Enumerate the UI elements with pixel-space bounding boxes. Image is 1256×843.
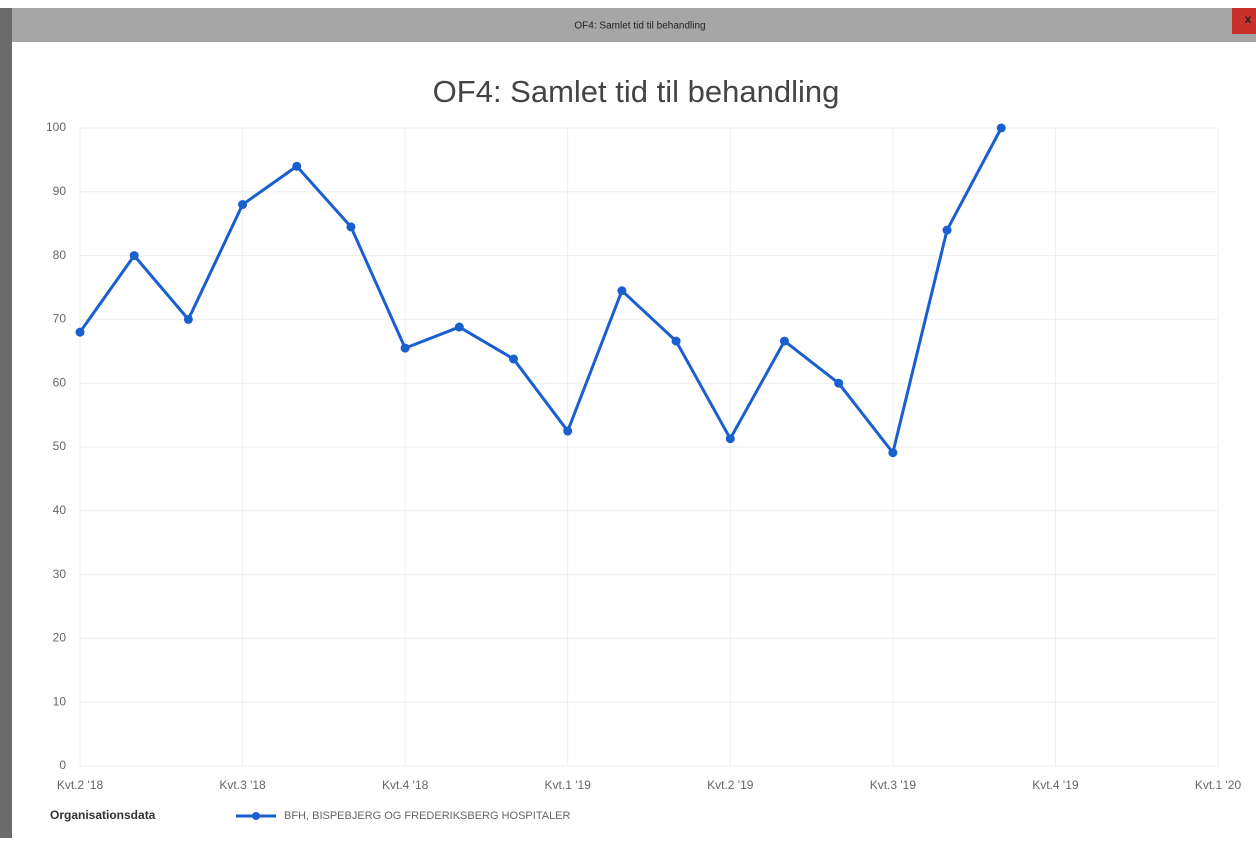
chart-title: OF4: Samlet tid til behandling (433, 74, 840, 109)
y-tick-label: 90 (53, 184, 67, 198)
x-tick-label: Kvt.4 '18 (382, 778, 429, 792)
legend-marker (252, 812, 260, 820)
x-tick-label: Kvt.2 '19 (707, 778, 754, 792)
data-point (834, 378, 844, 388)
data-point (888, 448, 898, 458)
y-tick-label: 70 (53, 312, 67, 326)
data-point (129, 251, 139, 261)
legend-label: BFH, BISPEBJERG OG FREDERIKSBERG HOSPITA… (284, 810, 571, 822)
data-point (400, 343, 410, 353)
x-tick-label: Kvt.3 '18 (219, 778, 266, 792)
close-label[interactable]: x (1245, 12, 1252, 26)
y-tick-label: 80 (53, 248, 67, 262)
title-bar (0, 8, 1256, 42)
x-tick-label: Kvt.1 '19 (545, 778, 592, 792)
data-point (779, 336, 789, 346)
y-tick-label: 50 (53, 439, 67, 453)
window-border (0, 8, 12, 838)
data-point (725, 434, 735, 444)
x-tick-label: Kvt.4 '19 (1032, 778, 1079, 792)
window-title: OF4: Samlet tid til behandling (574, 21, 705, 32)
data-point (75, 327, 85, 337)
data-point (671, 336, 681, 346)
data-point (183, 314, 193, 324)
y-tick-label: 100 (46, 120, 66, 134)
y-tick-label: 10 (53, 694, 67, 708)
y-tick-label: 20 (53, 631, 67, 645)
data-point (509, 354, 519, 364)
legend-title: Organisationsdata (50, 808, 156, 822)
y-tick-label: 30 (53, 567, 67, 581)
x-tick-label: Kvt.1 '20 (1195, 778, 1242, 792)
data-point (942, 225, 952, 235)
data-point (346, 222, 356, 232)
y-tick-label: 60 (53, 375, 67, 389)
data-point (563, 426, 573, 436)
data-point (238, 200, 248, 210)
x-tick-label: Kvt.2 '18 (57, 778, 104, 792)
series-line (78, 127, 1003, 455)
data-point (292, 161, 302, 171)
y-tick-label: 40 (53, 503, 67, 517)
close-button[interactable] (1232, 8, 1256, 34)
data-point (617, 286, 627, 296)
data-point (996, 123, 1006, 133)
data-point (454, 322, 464, 332)
x-tick-label: Kvt.3 '19 (870, 778, 917, 792)
y-tick-label: 0 (59, 758, 66, 772)
